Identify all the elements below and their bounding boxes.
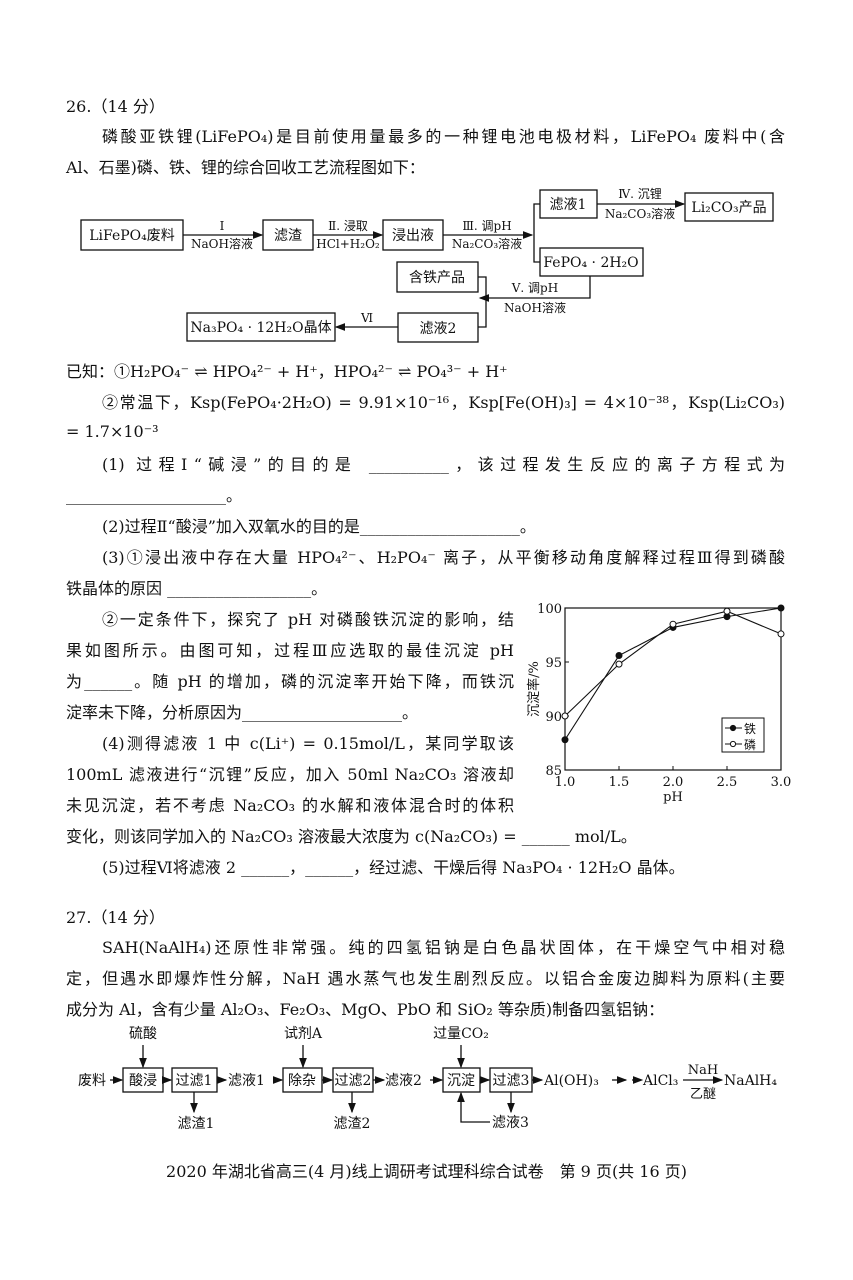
flow-node: LiFePO₄废料 (89, 228, 175, 244)
x-tick-label: 2.0 (663, 775, 684, 790)
flow-node: 含铁产品 (409, 270, 465, 286)
flow-node: 除杂 (288, 1073, 316, 1089)
flow-node: 废料 (78, 1073, 106, 1089)
legend-marker (729, 740, 737, 748)
x-tick-label: 1.5 (609, 775, 630, 790)
question-line: 果如图所示。由图可知，过程Ⅲ应选取的最佳沉淀 pH (66, 641, 514, 660)
flow-node: 滤液1 (550, 197, 587, 213)
flow-node: 滤渣 (274, 228, 302, 244)
flow-label: Na₂CO₃溶液 (605, 206, 675, 221)
flow-label: Ⅳ. 沉锂 (618, 186, 662, 201)
y-tick-label: 85 (545, 764, 562, 779)
q26-intro: Al、石墨)磷、铁、锂的综合回收工艺流程图如下： (66, 158, 425, 177)
flow-node: NaAlH₄ (724, 1073, 777, 1089)
x-tick-label: 2.5 (717, 775, 738, 790)
flow-label: Ⅰ (220, 219, 225, 233)
data-point-磷 (723, 607, 731, 615)
flow-node: AlCl₃ (642, 1073, 678, 1089)
question-line: 100mL 滤液进行“沉锂”反应，加入 50ml Na₂CO₃ 溶液却 (66, 765, 514, 784)
y-tick-label: 100 (537, 602, 562, 617)
flow-node: Na₃PO₄ · 12H₂O晶体 (190, 320, 331, 336)
y-tick-label: 95 (545, 656, 562, 671)
flow-label: Ⅱ. 浸取 (328, 219, 368, 233)
known-2: ②常温下，Ksp(FePO₄·2H₂O) = 9.91×10⁻¹⁶，Ksp[Fe… (102, 393, 785, 412)
flow-node: 过滤1 (176, 1073, 213, 1089)
flow-label: Ⅲ. 调pH (462, 219, 511, 233)
x-tick-label: 1.0 (555, 775, 576, 790)
data-point-铁 (615, 652, 623, 660)
flow-node: 滤液2 (385, 1073, 422, 1089)
question-line: (1) 过程Ⅰ“碱浸”的目的是 __________，该过程发生反应的离子方程式… (102, 455, 785, 474)
question-line: (2)过程Ⅱ“酸浸”加入双氧水的目的是____________________。 (102, 517, 536, 536)
question-line: (3)①浸出液中存在大量 HPO₄²⁻、H₂PO₄⁻ 离子，从平衡移动角度解释过… (102, 548, 785, 567)
x-tick-label: 3.0 (771, 775, 792, 790)
q26-intro: 磷酸亚铁锂(LiFePO₄)是目前使用量最多的一种锂电池电极材料，LiFePO₄… (102, 127, 785, 146)
flow-label: NaH (688, 1063, 718, 1078)
flow-label: 滤液3 (492, 1115, 529, 1131)
question-line: (5)过程Ⅵ将滤液 2 ______，______，经过滤、干燥后得 Na₃PO… (102, 858, 685, 877)
flow-node: 沉淀 (447, 1073, 475, 1089)
legend-marker (729, 724, 737, 732)
flow-label: 试剂A (284, 1026, 323, 1042)
flow-node: Al(OH)₃ (543, 1073, 599, 1089)
flow-label: Ⅴ. 调pH (511, 281, 558, 295)
question-line: (4)测得滤液 1 中 c(Li⁺) = 0.15mol/L，某同学取该 (102, 734, 514, 753)
known-1: 已知：①H₂PO₄⁻ ⇌ HPO₄²⁻ + H⁺，HPO₄²⁻ ⇌ PO₄³⁻ … (66, 362, 508, 381)
x-axis-label: pH (663, 790, 683, 805)
question-line: 为______。随 pH 的增加，磷的沉淀率开始下降，而铁沉 (66, 672, 514, 691)
question-line: 未见沉淀，若不考虑 Na₂CO₃ 的水解和液体混合时的体积 (66, 796, 514, 815)
flow-label: Na₂CO₃溶液 (452, 236, 522, 251)
flow-label: 滤渣2 (334, 1116, 371, 1132)
flow-node: 过滤2 (335, 1073, 372, 1089)
precipitation-chart: 1.0 1.5 2.0 2.5 3.0 85 90 95 100 pH 沉淀率/% 铁磷 (526, 602, 792, 805)
flow-node: 酸浸 (129, 1073, 157, 1089)
q27-line: SAH(NaAlH₄)还原性非常强。纯的四氢铝钠是白色晶状固体，在干燥空气中相对… (102, 938, 785, 957)
flow-node: 过滤3 (493, 1073, 530, 1089)
data-point-磷 (777, 630, 785, 638)
flow-label: NaOH溶液 (504, 300, 566, 315)
flow-label: HCl+H₂O₂ (316, 237, 380, 251)
flow-label: Ⅵ (360, 311, 373, 325)
legend-label: 磷 (744, 737, 756, 752)
question-line: 变化，则该同学加入的 Na₂CO₃ 溶液最大浓度为 c(Na₂CO₃) = __… (66, 827, 637, 846)
flow-label: NaOH溶液 (191, 236, 253, 251)
flow-label: 滤渣1 (178, 1116, 215, 1132)
flowchart-q27: 废料 硫酸 酸浸 过滤1 滤液1 滤渣1 试剂A 除杂 过滤2 滤渣2 滤液2 … (78, 1026, 777, 1132)
y-tick-label: 90 (545, 710, 562, 725)
flow-node: FePO₄ · 2H₂O (543, 255, 638, 271)
data-point-铁 (777, 604, 785, 612)
question-line: ②一定条件下，探究了 pH 对磷酸铁沉淀的影响，结 (102, 610, 514, 629)
flow-label: 硫酸 (129, 1026, 157, 1042)
page-footer: 2020 年湖北省高三(4 月)线上调研考试理科综合试卷 第 9 页(共 16 … (166, 1162, 687, 1181)
q27-line: 成分为 Al，含有少量 Al₂O₃、Fe₂O₃、MgO、PbO 和 SiO₂ 等… (66, 1000, 665, 1019)
data-point-铁 (561, 736, 569, 744)
question-line: 铁晶体的原因 __________________。 (66, 579, 328, 598)
q26-title: 26.（14 分） (66, 97, 165, 116)
data-point-磷 (615, 660, 623, 668)
flow-label: 过量CO₂ (433, 1026, 489, 1042)
flow-node: 浸出液 (392, 228, 434, 244)
flow-node: 滤液2 (420, 321, 457, 337)
q27-title: 27.（14 分） (66, 908, 165, 927)
q27-line: 定，但遇水即爆炸性分解，NaH 遇水蒸气也发生剧烈反应。以铝合金废边脚料为原料(… (66, 969, 785, 988)
data-point-磷 (561, 712, 569, 720)
question-line: 淀率未下降，分析原因为____________________。 (66, 703, 419, 722)
y-axis-label: 沉淀率/% (526, 661, 542, 717)
flow-node: 滤液1 (228, 1073, 265, 1089)
legend-label: 铁 (744, 722, 756, 736)
legend-box (721, 717, 765, 753)
data-point-磷 (669, 620, 677, 628)
known-3: = 1.7×10⁻³ (66, 422, 159, 441)
question-line: ____________________。 (66, 486, 243, 505)
flowchart-q26: LiFePO₄废料 Ⅰ NaOH溶液 滤渣 Ⅱ. 浸取 HCl+H₂O₂ 浸出液… (80, 186, 774, 343)
flow-label: 乙醚 (690, 1087, 716, 1102)
flow-node: Li₂CO₃产品 (691, 200, 766, 216)
